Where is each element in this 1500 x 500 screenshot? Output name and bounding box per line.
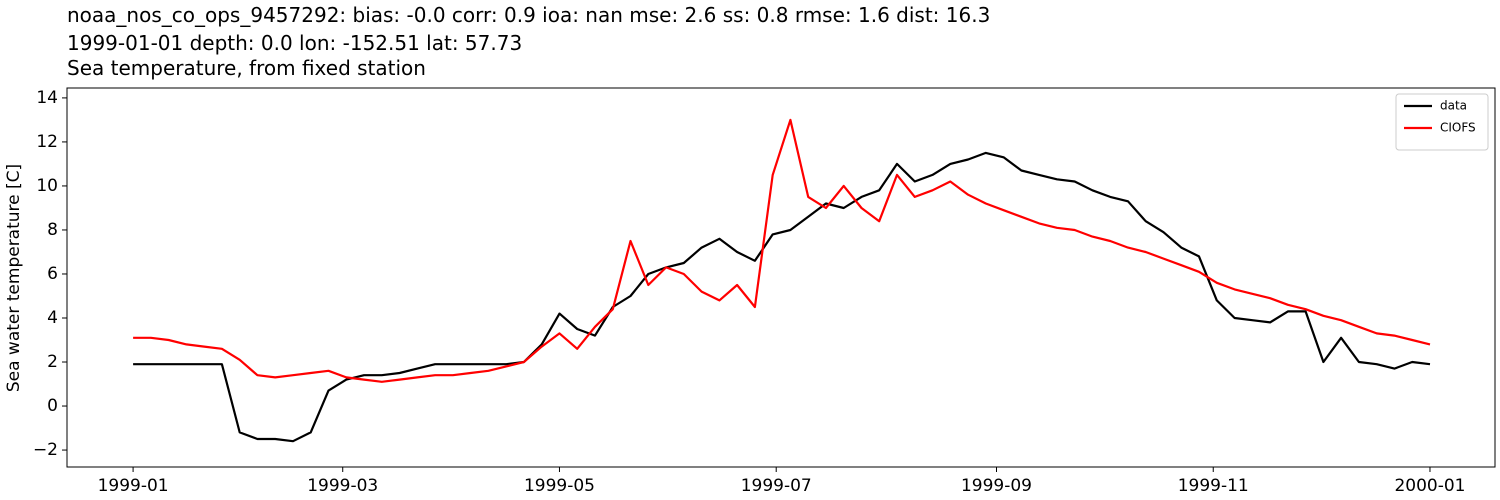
x-tick-label: 1999-01 [98,476,169,496]
x-tick-label: 1999-05 [524,476,595,496]
y-tick-label: 4 [47,308,58,328]
y-tick-label: 6 [47,264,58,284]
legend-label: CIOFS [1440,121,1476,135]
title-line: Sea temperature, from fixed station [67,56,426,80]
plot-frame [66,87,1496,468]
y-tick-label: 14 [36,88,58,108]
y-tick-label: 2 [47,352,58,372]
y-tick-label: 10 [36,176,58,196]
legend-label: data [1440,99,1467,113]
series-line [133,151,1431,443]
x-tick-label: 1999-07 [741,476,812,496]
y-tick-label: 8 [47,220,58,240]
title-line: noaa_nos_co_ops_9457292: bias: -0.0 corr… [67,3,990,27]
series-line [133,118,1431,383]
y-tick-label: 12 [36,132,58,152]
y-tick-label: 0 [47,396,58,416]
x-tick-label: 1999-11 [1178,476,1249,496]
title-line: 1999-01-01 depth: 0.0 lon: -152.51 lat: … [67,31,522,55]
y-tick-label: −2 [33,440,58,460]
legend-box [1395,93,1489,151]
x-tick-label: 2000-01 [1394,476,1465,496]
x-tick-label: 1999-09 [961,476,1032,496]
x-tick-label: 1999-03 [307,476,378,496]
y-axis-label: Sea water temperature [C] [4,164,24,392]
